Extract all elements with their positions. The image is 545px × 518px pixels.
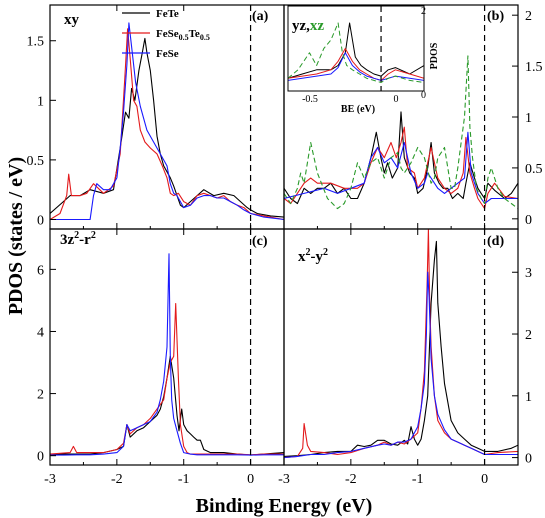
legend: FeTe FeSe0.5Te0.5 FeSe [122,8,210,60]
panel-label-c: 3z2-r2 [60,230,96,248]
y-tick-label: 6 [37,263,44,278]
x-tick-label: -1 [412,472,424,487]
plot-area [50,253,284,456]
panel-label-b: yz,xz [292,18,324,34]
panel-tag-a: (a) [252,9,269,24]
inset-ytick: 2 [421,6,426,17]
plot-area [284,229,518,459]
y-tick-label: 0.5 [525,162,543,177]
inset-xtick: -0.5 [302,94,318,105]
x-tick-label: 0 [481,472,488,487]
plot-area [284,55,518,210]
x-tick-label: -1 [178,472,190,487]
figure-xlabel: Binding Energy (eV) [196,495,373,517]
legend-label-fese: FeSe [156,48,179,60]
series-line-yz-xz [284,55,518,210]
series-line-fete [50,37,284,218]
series-line-fese [284,131,518,205]
y-tick-label: 2 [37,388,44,403]
inset-xtick: 0 [394,94,399,105]
series-line-fese0-5te0-5 [288,48,424,81]
y-tick-label: 2 [525,9,532,24]
y-tick-label: 1.5 [525,60,543,75]
series-line-fete [284,240,518,457]
series-line-fese0-5te0-5 [50,302,284,456]
y-tick-label: 1.5 [27,35,45,50]
series-line-fete [50,355,284,456]
inset-xlabel: BE (eV) [341,104,375,115]
panel-tag-b: (b) [487,9,504,24]
plot-area [288,22,424,83]
y-tick-label: 0 [525,213,532,228]
panel-inset [287,5,425,92]
panels-layer: 0 0.5 1 1.5 0 0.5 1 1.5 2 -3 -2 -1 0 0 2 4 6 -3 -2 -1 0 0 1 2 3 [27,4,543,487]
panel-frame [287,5,425,92]
x-tick-label: -3 [278,472,290,487]
y-tick-label: 1 [525,111,532,126]
series-line-fese [50,253,284,456]
panel--d-: -3 -2 -1 0 0 1 2 3 [278,228,532,487]
panel-tag-d: (d) [487,234,504,249]
panel-tag-c: (c) [252,234,268,249]
y-tick-label: 1 [37,94,44,109]
inset-ytick: 0 [421,90,426,101]
panel--c-: -3 -2 -1 0 0 2 4 6 [37,228,285,487]
series-line-fese [284,271,518,459]
panel--b-: 0 0.5 1 1.5 2 [283,4,543,230]
y-tick-label: 0 [37,450,44,465]
x-tick-label: 0 [247,472,254,487]
panel-frame [283,228,519,466]
legend-label-fesete: FeSe0.5Te0.5 [156,28,210,42]
series-line-yz-xz [288,22,424,83]
panel-label-a: xy [64,12,80,28]
legend-label-fete: FeTe [156,8,179,20]
y-tick-label: 0.5 [27,154,45,169]
series-line-fese [50,22,284,221]
y-tick-label: 2 [525,328,532,343]
series-line-fete [288,22,424,79]
figure-ylabel: PDOS (states / eV) [5,157,27,315]
y-tick-label: 3 [525,266,532,281]
y-tick-label: 0 [525,452,532,467]
y-tick-label: 4 [37,325,44,340]
x-tick-label: -3 [44,472,56,487]
y-tick-label: 0 [37,213,44,228]
series-line-fese0-5te0-5 [50,28,284,221]
plot-area [50,22,284,221]
panel-label-d: x2-y2 [298,247,328,265]
inset-ylabel: PDOS [429,42,440,69]
x-tick-label: -2 [345,472,357,487]
y-tick-label: 1 [525,390,532,405]
x-tick-label: -2 [111,472,123,487]
series-line-fese [288,52,424,81]
